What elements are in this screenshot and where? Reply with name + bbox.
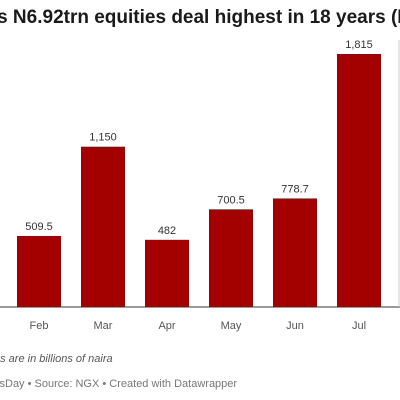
bar-may bbox=[209, 209, 253, 307]
x-tick-label-jul: Jul bbox=[352, 320, 366, 332]
x-tick-label-apr: Apr bbox=[158, 320, 175, 332]
bars-group: 509.5 1,150 482 700.5 778.7 1,815 bbox=[17, 39, 381, 307]
bar-jun bbox=[273, 198, 317, 307]
bar-jul bbox=[337, 54, 381, 307]
x-tick-label-may: May bbox=[221, 320, 242, 332]
bar-value-label-mar: 1,150 bbox=[89, 132, 117, 144]
footnote: es are in billions of naira bbox=[0, 353, 113, 365]
x-tick-label-mar: Mar bbox=[94, 320, 113, 332]
x-tick-label-jun: Jun bbox=[286, 320, 304, 332]
chart-title: a's N6.92trn equities deal highest in 18… bbox=[0, 7, 400, 28]
bar-mar bbox=[81, 146, 125, 307]
x-tick-label-feb: Feb bbox=[30, 320, 49, 332]
bar-apr bbox=[145, 239, 189, 307]
bar-value-label-apr: 482 bbox=[158, 225, 176, 237]
bar-value-label-may: 700.5 bbox=[217, 194, 245, 206]
bar-value-label-jul: 1,815 bbox=[345, 39, 373, 51]
bar-feb bbox=[17, 235, 61, 307]
bar-value-label-feb: 509.5 bbox=[25, 221, 53, 233]
source-credit: ssDay • Source: NGX • Created with Dataw… bbox=[0, 378, 238, 390]
bar-value-label-jun: 778.7 bbox=[281, 183, 309, 195]
